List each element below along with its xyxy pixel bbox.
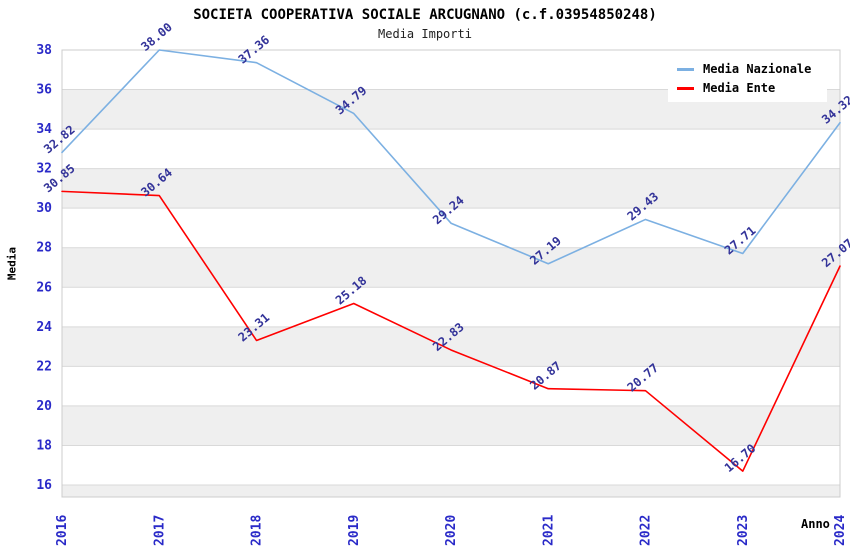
series-line-media-ente — [61, 190, 841, 472]
legend-label-media-nazionale: Media Nazionale — [703, 62, 812, 76]
plot-band — [62, 129, 840, 169]
plot-band — [62, 326, 840, 367]
plot-band — [62, 168, 840, 209]
series-line-media-nazionale — [61, 49, 841, 265]
plot-band — [62, 208, 840, 248]
plot-band — [62, 485, 840, 497]
legend-swatch-media-nazionale — [677, 67, 694, 71]
y-tick-label: 20 — [36, 399, 52, 414]
y-tick-label: 24 — [36, 320, 52, 335]
plot-band — [62, 445, 840, 485]
y-tick-label: 36 — [36, 83, 52, 98]
x-tick-label: 2017 — [152, 515, 167, 546]
plot-band — [62, 287, 840, 327]
plot-band — [62, 247, 840, 288]
y-tick-label: 16 — [36, 478, 52, 493]
legend-item-media-ente: Media Ente — [677, 81, 811, 95]
y-tick-label: 32 — [36, 162, 52, 177]
y-tick-label: 38 — [36, 43, 52, 58]
plot-band — [62, 405, 840, 446]
y-tick-label: 28 — [36, 241, 52, 256]
x-tick-label: 2023 — [736, 515, 751, 546]
chart-title: SOCIETA COOPERATIVA SOCIALE ARCUGNANO (c… — [193, 7, 657, 23]
legend-label-media-ente: Media Ente — [703, 81, 776, 95]
y-tick-label: 18 — [36, 438, 52, 453]
y-tick-label: 22 — [36, 359, 52, 374]
legend-item-media-nazionale: Media Nazionale — [677, 62, 811, 76]
x-tick-label: 2024 — [833, 515, 848, 546]
data-label-media-nazionale: 38.00 — [138, 20, 175, 54]
legend-swatch-media-ente — [677, 86, 694, 90]
chart-subtitle: Media Importi — [378, 27, 472, 41]
y-tick-label: 30 — [36, 201, 52, 216]
x-tick-label: 2022 — [639, 515, 654, 546]
x-tick-label: 2019 — [347, 515, 362, 546]
y-axis-title: Media — [5, 246, 19, 281]
x-axis-title: Anno — [801, 517, 830, 531]
y-tick-label: 34 — [36, 122, 52, 137]
y-tick-label: 26 — [36, 280, 52, 295]
x-tick-label: 2021 — [541, 515, 556, 546]
x-tick-label: 2020 — [444, 515, 459, 546]
plot-border — [61, 49, 841, 498]
plot-band — [62, 366, 840, 406]
legend: Media Nazionale Media Ente — [668, 55, 828, 102]
x-tick-label: 2018 — [250, 515, 265, 546]
x-tick-label: 2016 — [55, 515, 70, 546]
